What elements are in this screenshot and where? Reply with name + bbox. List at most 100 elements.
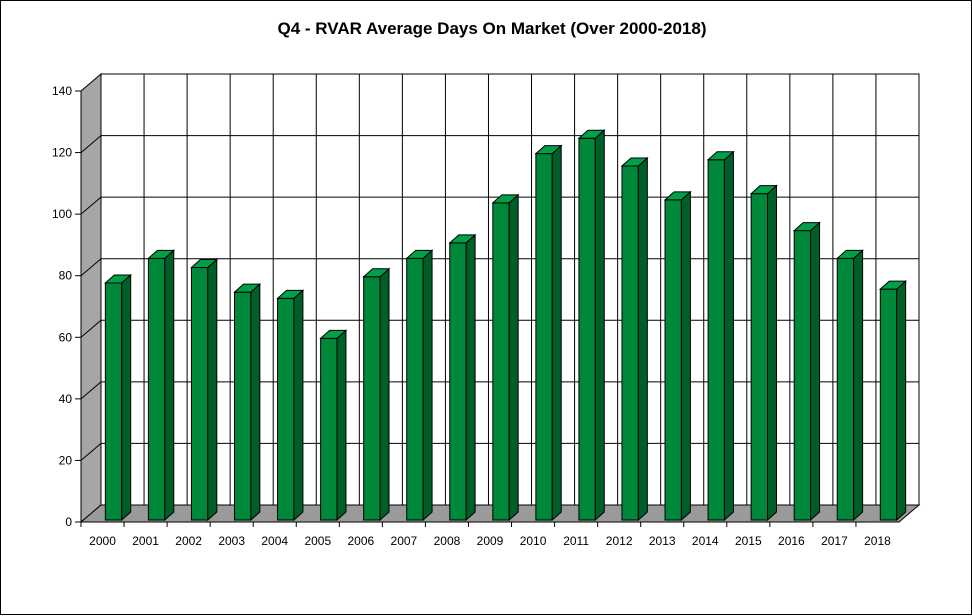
bar-side [336, 329, 347, 522]
bar-top [534, 145, 563, 155]
side-wall-gridline [80, 135, 102, 153]
y-tick-label: 140 [52, 84, 72, 98]
bar [405, 249, 434, 522]
bar-top [276, 289, 305, 299]
chart-title: Q4 - RVAR Average Days On Market (Over 2… [278, 19, 707, 38]
x-tick-label: 2017 [821, 534, 848, 548]
bar-side [379, 267, 390, 522]
bar-side [293, 289, 304, 522]
bar [534, 144, 563, 522]
bar [620, 156, 649, 522]
bar [491, 193, 520, 522]
bar [104, 273, 133, 522]
y-tick-label: 0 [65, 515, 72, 529]
bar [147, 249, 176, 522]
bar-front [793, 230, 812, 521]
bar-front [104, 282, 123, 521]
bar-side [810, 221, 821, 522]
bar [319, 329, 348, 522]
left-side-wall [80, 72, 102, 524]
bar-side [121, 273, 132, 522]
bar-side [164, 249, 175, 522]
side-wall-gridline [80, 381, 102, 400]
bar [792, 221, 821, 522]
x-tick-label: 2003 [218, 534, 245, 548]
x-tick-label: 2012 [606, 534, 633, 548]
bar-top [577, 129, 606, 139]
bar-side [508, 193, 519, 522]
bar [706, 150, 735, 522]
y-tick-label: 20 [59, 453, 73, 467]
bar-front [406, 257, 424, 521]
bar-front [320, 337, 338, 521]
bar-front [707, 159, 725, 521]
bar [448, 233, 477, 522]
bar-top [147, 249, 176, 259]
bar-side [896, 279, 907, 522]
y-tick-label: 80 [59, 269, 73, 283]
x-tick-label: 2018 [864, 534, 891, 548]
bar-front [234, 291, 252, 521]
bar [362, 267, 391, 522]
bar-front [449, 242, 467, 521]
x-tick-label: 2015 [735, 534, 762, 548]
bar-top [792, 222, 821, 232]
x-tick-label: 2011 [563, 534, 589, 548]
bar-front [147, 257, 166, 521]
bar-front [535, 153, 553, 521]
bar-side [853, 249, 864, 522]
bar-side [551, 144, 562, 522]
x-tick-label: 2007 [391, 534, 418, 548]
side-wall-gridline [80, 258, 102, 277]
x-tick-label: 2005 [304, 534, 331, 548]
bar-top [491, 194, 520, 204]
y-tick-label: 100 [52, 207, 72, 221]
bar-front [578, 137, 596, 521]
bar-top [233, 283, 262, 293]
bar [577, 129, 606, 522]
side-wall-gridline [80, 196, 102, 215]
x-tick-label: 2001 [132, 534, 159, 548]
x-tick-label: 2013 [649, 534, 676, 548]
bar-side [465, 233, 476, 522]
bar-front [277, 297, 295, 521]
bar-side [422, 249, 433, 522]
bar-top [749, 185, 778, 195]
bar-front [492, 202, 510, 521]
bar [233, 283, 262, 522]
plot-area: 0 20 40 60 80 100 120 140 2000 2001 2002 2003 2004 20… [52, 72, 921, 548]
bar-top [405, 249, 434, 259]
y-tick-label: 60 [59, 330, 73, 344]
x-tick-label: 2010 [520, 534, 547, 548]
bar-top [319, 329, 348, 339]
bar [878, 279, 907, 522]
bar [190, 258, 219, 522]
x-tick-label: 2004 [261, 534, 288, 548]
bar-side [723, 150, 734, 522]
x-tick-label: 2000 [89, 534, 116, 548]
bar-top [835, 249, 864, 259]
bar-top [620, 157, 649, 167]
bar-side [207, 258, 218, 522]
bar [276, 289, 305, 522]
x-tick-label: 2008 [434, 534, 461, 548]
x-tick-label: 2006 [347, 534, 374, 548]
bar-front [363, 276, 381, 521]
bar-side [766, 184, 777, 522]
bar-top [448, 234, 477, 244]
side-wall-gridline [80, 443, 102, 461]
bar-front [879, 288, 898, 521]
y-tick-label: 40 [59, 392, 73, 406]
bar-side [680, 190, 691, 522]
y-tick-label: 120 [52, 146, 72, 160]
bar-top [362, 268, 391, 278]
x-tick-label: 2014 [692, 534, 719, 548]
bar-front [664, 199, 682, 521]
bar-side [250, 283, 261, 522]
bar-top [706, 151, 735, 161]
bar-front [750, 193, 768, 521]
x-tick-label: 2002 [175, 534, 202, 548]
bar-top [878, 280, 907, 290]
